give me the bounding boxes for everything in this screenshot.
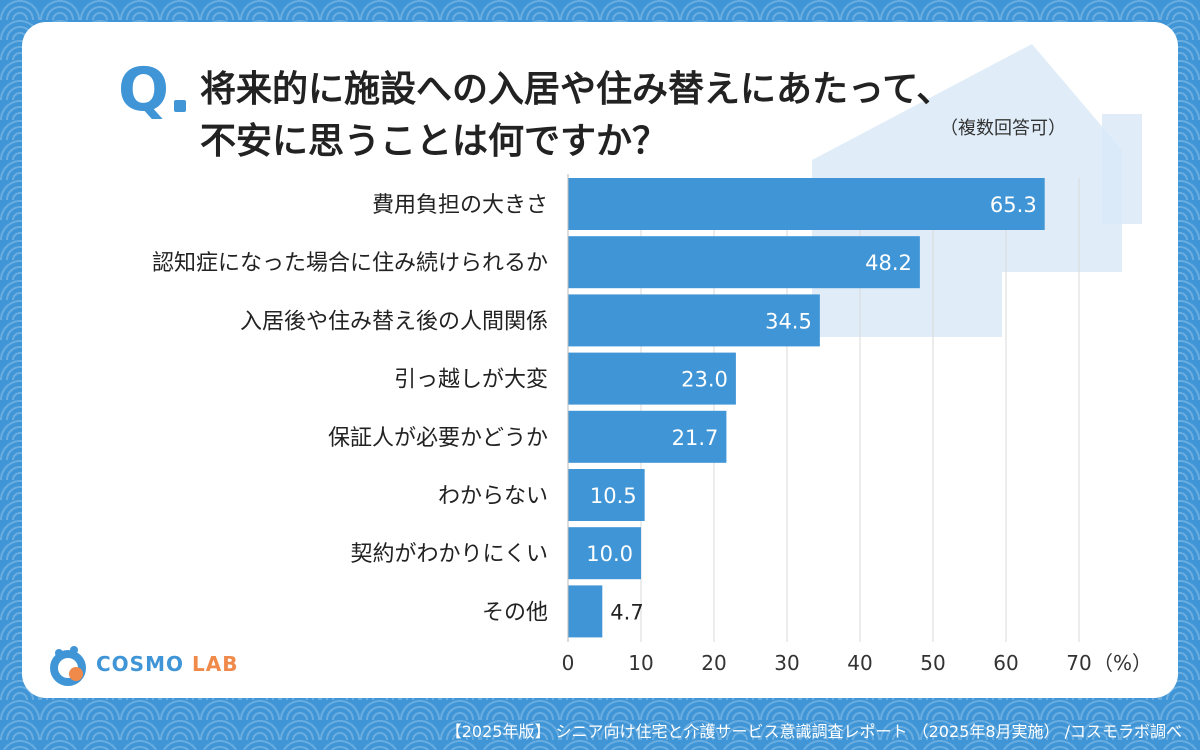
multiple-answer-note: （複数回答可） — [940, 118, 1066, 139]
category-label: 費用負担の大きさ — [372, 193, 548, 218]
category-label: 入居後や住み替え後の人間関係 — [240, 309, 548, 334]
page-title: 将来的に施設への入居や住み替えにあたって、 不安に思うことは何ですか？ — [200, 64, 952, 168]
bar — [568, 527, 641, 580]
footer-source: 【2025年版】 シニア向け住宅と介護サービス意識調査レポート （2025年8月… — [445, 722, 1182, 741]
bar — [568, 294, 820, 347]
logo-brand: COSMO — [96, 652, 184, 676]
x-tick-label: 10 — [628, 651, 653, 675]
data-label: 21.7 — [672, 426, 719, 450]
data-label: 23.0 — [681, 368, 728, 392]
x-tick-label: 20 — [701, 651, 726, 675]
data-label: 48.2 — [865, 251, 912, 275]
bar — [568, 178, 1045, 230]
category-label: わからない — [438, 484, 548, 509]
logo: COSMO LAB — [46, 644, 246, 688]
bar — [568, 585, 603, 638]
title-line-2: 不安に思うことは何ですか？ — [200, 121, 669, 162]
data-label: 4.7 — [610, 600, 643, 624]
category-label: 保証人が必要かどうか — [328, 426, 548, 451]
x-tick-label: 40 — [847, 651, 872, 675]
bar — [568, 236, 920, 289]
x-tick-label: 70 — [1066, 651, 1091, 675]
data-label: 10.5 — [590, 484, 637, 508]
x-unit-label: （%） — [1093, 651, 1152, 675]
category-label: 引っ越しが大変 — [394, 368, 548, 393]
data-label: 65.3 — [990, 193, 1037, 217]
x-tick-label: 0 — [562, 651, 575, 675]
category-label: 契約がわかりにくい — [350, 542, 548, 567]
x-tick-label: 30 — [774, 651, 799, 675]
category-label: その他 — [482, 600, 548, 625]
bar — [568, 352, 736, 405]
title-line-1: 将来的に施設への入居や住み替えにあたって、 — [200, 69, 953, 110]
card: Q 将来的に施設への入居や住み替えにあたって、 不安に思うことは何ですか？ （複… — [22, 22, 1178, 698]
question-dot — [174, 100, 186, 112]
x-tick-label: 60 — [993, 651, 1018, 675]
bar-chart: 0 10 20 30 40 50 60 70 （%） 費用負担の大きさ 65.3 認知症になった場合に… — [152, 174, 1152, 675]
bar — [568, 410, 727, 463]
category-label: 認知症になった場合に住み続けられるか — [152, 251, 548, 276]
logo-text: COSMO LAB — [96, 652, 238, 676]
bar — [568, 469, 645, 521]
data-label: 34.5 — [765, 309, 812, 333]
data-label: 10.0 — [586, 542, 633, 566]
x-tick-label: 50 — [920, 651, 945, 675]
logo-mark-icon — [50, 646, 86, 686]
logo-brand-sub: LAB — [191, 652, 239, 676]
question-mark: Q — [118, 55, 170, 125]
